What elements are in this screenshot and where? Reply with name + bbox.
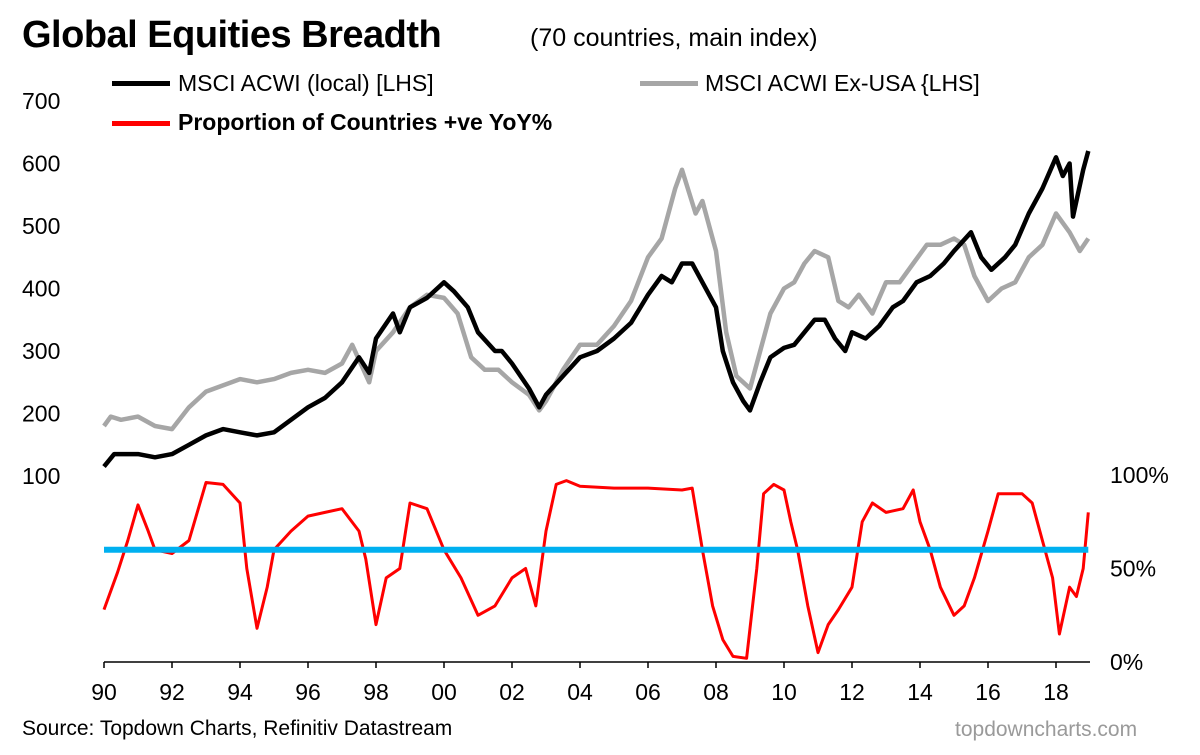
x-tick-label: 00 (431, 679, 457, 705)
series-line-exusa (102, 167, 1091, 432)
x-tick-label: 18 (1043, 679, 1069, 705)
watermark: topdowncharts.com (955, 718, 1138, 741)
x-tick-label: 08 (703, 679, 729, 705)
x-tick-label: 98 (363, 679, 389, 705)
left-tick-label: 500 (22, 213, 60, 239)
right-tick-label: 0% (1110, 649, 1143, 675)
series-line-breadth (102, 479, 1090, 660)
x-tick-label: 06 (635, 679, 661, 705)
x-tick-label: 92 (159, 679, 185, 705)
x-tick-label: 90 (91, 679, 117, 705)
right-tick-label: 100% (1110, 462, 1169, 488)
x-tick-label: 94 (227, 679, 253, 705)
right-tick-label: 50% (1110, 556, 1156, 582)
legend-label-acwi: MSCI ACWI (local) [LHS] (178, 70, 434, 96)
left-tick-label: 200 (22, 401, 60, 427)
legend-label-exusa: MSCI ACWI Ex-USA {LHS] (705, 70, 980, 96)
chart-title: Global Equities Breadth (22, 14, 442, 56)
left-tick-label: 700 (22, 88, 60, 114)
legend-swatch-breadth (112, 121, 170, 126)
x-tick-label: 12 (839, 679, 865, 705)
x-tick-label: 02 (499, 679, 525, 705)
series-line-acwi (102, 150, 1091, 469)
x-tick-label: 96 (295, 679, 321, 705)
legend-label-breadth: Proportion of Countries +ve YoY% (178, 109, 553, 135)
x-tick-label: 10 (771, 679, 797, 705)
left-tick-label: 600 (22, 151, 60, 177)
x-tick-label: 14 (907, 679, 933, 705)
x-tick-label: 04 (567, 679, 593, 705)
source-note: Source: Topdown Charts, Refinitiv Datast… (22, 717, 453, 740)
legend-swatch-acwi (112, 81, 170, 86)
legend-swatch-exusa (640, 81, 698, 86)
chart-subtitle: (70 countries, main index) (530, 24, 818, 52)
left-tick-label: 400 (22, 276, 60, 302)
x-tick-label: 16 (975, 679, 1001, 705)
left-tick-label: 300 (22, 338, 60, 364)
left-tick-label: 100 (22, 463, 60, 489)
